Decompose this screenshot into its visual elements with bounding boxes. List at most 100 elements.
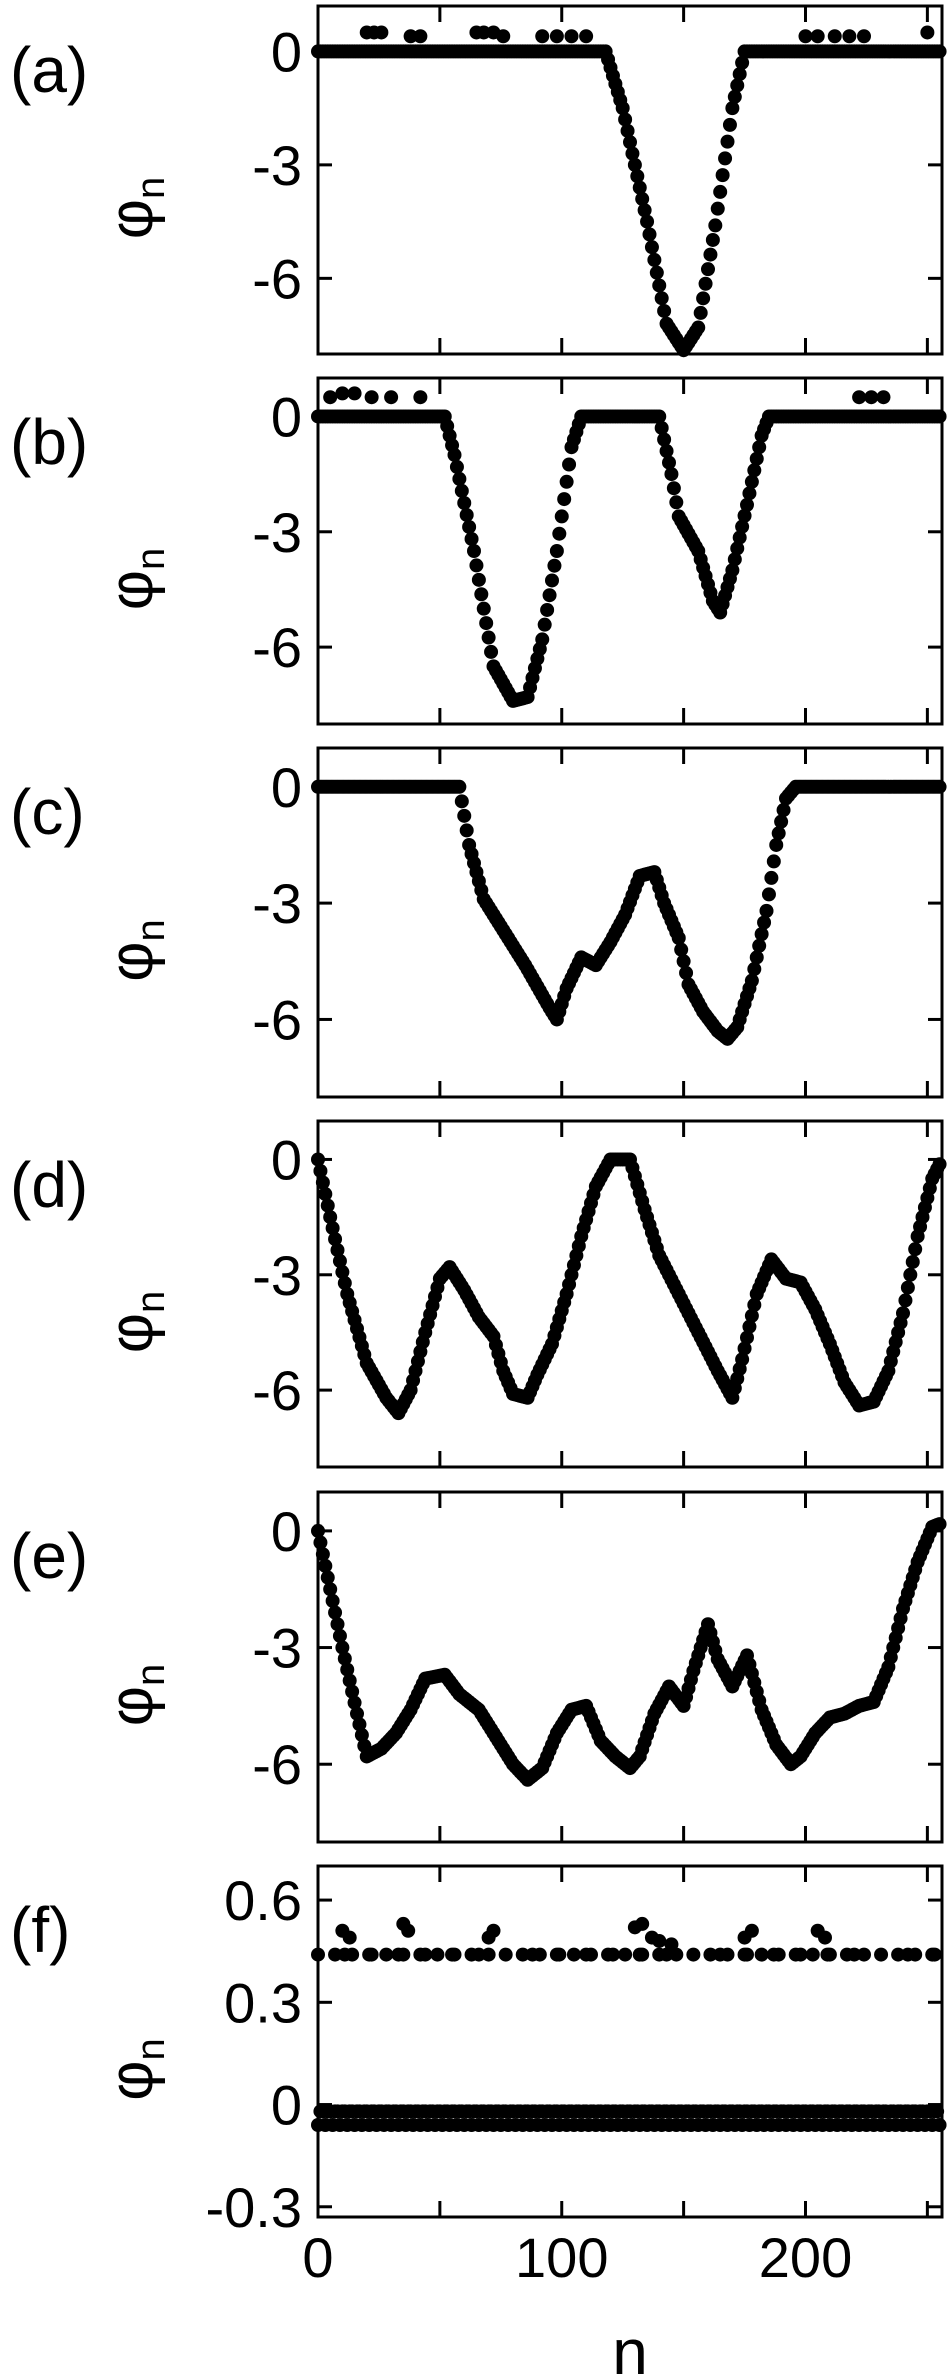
- data-point: [335, 1640, 350, 1655]
- data-point: [749, 950, 764, 965]
- data-point: [476, 601, 491, 616]
- y-tick-label: -3: [252, 1617, 302, 1680]
- data-point: [805, 1947, 820, 1962]
- data-point: [374, 25, 389, 40]
- data-point: [459, 823, 474, 838]
- data-point: [559, 474, 574, 489]
- data-point: [666, 481, 681, 496]
- data-point: [481, 630, 496, 645]
- data-point: [396, 1947, 411, 1962]
- y-axis-label: φn: [97, 548, 173, 610]
- data-point: [474, 587, 489, 602]
- data-point: [515, 1947, 530, 1962]
- data-point: [696, 291, 711, 306]
- plot-frame: [316, 1490, 944, 1844]
- data-point: [740, 1947, 754, 1962]
- data-point: [354, 1728, 369, 1743]
- data-point: [874, 1947, 889, 1962]
- data-point: [340, 1662, 355, 1677]
- data-point: [630, 169, 645, 184]
- data-point: [584, 1947, 598, 1962]
- data-point: [379, 1947, 394, 1962]
- data-point: [698, 276, 713, 291]
- data-point: [652, 409, 667, 424]
- data-point: [635, 191, 650, 206]
- data-point: [535, 632, 550, 647]
- data-point: [766, 854, 781, 869]
- data-point: [481, 1947, 496, 1962]
- data-point: [328, 1947, 343, 1962]
- data-point: [618, 112, 633, 127]
- data-point: [635, 1947, 650, 1962]
- data-point: [459, 507, 474, 522]
- data-point: [769, 837, 784, 852]
- data-point: [908, 1242, 923, 1257]
- data-point: [708, 218, 723, 233]
- panel-d: 0 -3 -6 (d) φn: [10, 1119, 947, 1469]
- data-point: [547, 558, 562, 573]
- x-tick-label: 0: [302, 2226, 333, 2289]
- data-point: [701, 262, 715, 277]
- data-point: [774, 814, 789, 829]
- data-point: [742, 1319, 757, 1334]
- y-axis-label: φn: [97, 919, 173, 981]
- data-point: [635, 1916, 650, 1931]
- y-tick-label: -3: [252, 872, 302, 935]
- data-point: [900, 1280, 915, 1295]
- plot-frame: [316, 4, 944, 356]
- data-point: [647, 252, 662, 267]
- y-tick-label: 0: [271, 1128, 302, 1191]
- y-tick-label: -6: [252, 988, 302, 1051]
- data-point: [737, 508, 752, 523]
- data-point: [652, 278, 667, 293]
- y-tick-label: 0.3: [224, 1971, 302, 2034]
- data-point: [842, 29, 857, 44]
- y-tick-label: 0: [271, 1500, 302, 1563]
- data-point: [747, 463, 762, 478]
- data-point: [793, 1947, 808, 1962]
- data-point: [710, 201, 725, 216]
- data-point: [342, 1930, 357, 1945]
- data-point: [757, 915, 772, 930]
- y-axis-label: φn: [97, 1664, 173, 1726]
- data-point: [930, 2104, 945, 2119]
- panel-label: (d): [10, 1149, 88, 1221]
- data-point: [847, 1947, 862, 1962]
- data-point: [649, 265, 664, 280]
- data-point: [703, 1947, 718, 1962]
- data-point: [730, 78, 745, 93]
- data-point: [364, 390, 379, 405]
- data-point: [732, 530, 747, 545]
- data-point: [735, 519, 750, 534]
- data-point: [479, 616, 494, 631]
- data-point: [759, 903, 774, 918]
- data-point: [401, 1923, 416, 1938]
- data-point: [742, 486, 757, 501]
- data-point: [325, 1221, 340, 1236]
- data-point: [686, 1947, 701, 1962]
- data-point: [620, 123, 635, 138]
- data-point: [335, 1265, 350, 1280]
- data-point: [798, 29, 813, 44]
- data-point: [579, 29, 594, 44]
- data-point: [642, 227, 657, 242]
- data-point: [771, 826, 786, 841]
- data-point: [852, 390, 867, 405]
- y-tick-label: -6: [252, 616, 302, 679]
- data-point: [720, 1947, 735, 1962]
- data-point: [744, 474, 759, 489]
- data-point: [725, 101, 740, 116]
- y-tick-label: 0: [271, 385, 302, 448]
- data-point: [315, 1547, 330, 1562]
- data-point: [676, 954, 691, 969]
- data-point: [498, 1947, 513, 1962]
- y-tick-label: -3: [252, 134, 302, 197]
- data-point: [542, 588, 557, 603]
- data-point: [703, 247, 718, 262]
- y-tick-label: -3: [252, 501, 302, 564]
- data-point: [722, 117, 737, 132]
- data-point: [749, 451, 764, 466]
- data-point: [671, 931, 686, 946]
- data-point: [657, 432, 672, 447]
